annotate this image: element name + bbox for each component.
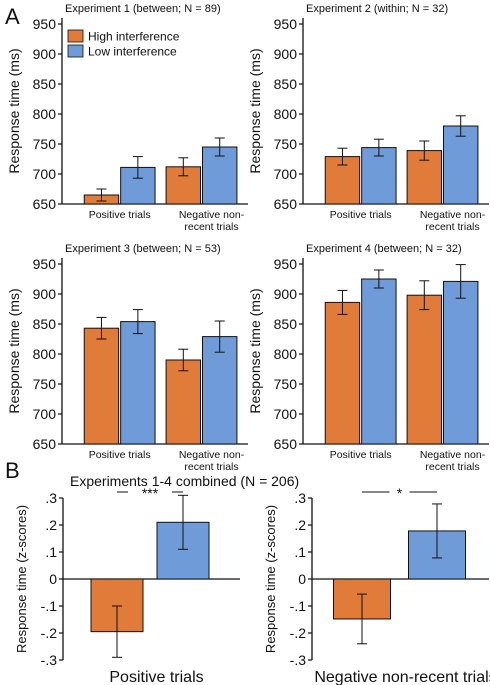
bar: [120, 321, 156, 445]
y-tick-label: 700: [274, 406, 298, 422]
y-tick-label: 650: [274, 436, 298, 452]
y-tick-label: 850: [274, 76, 298, 92]
y-axis-label: Response time (ms): [6, 288, 22, 413]
y-tick-label: 0: [49, 571, 57, 587]
y-tick-label: 950: [33, 256, 57, 272]
y-tick-label: 750: [274, 136, 298, 152]
y-axis-label: Response time (ms): [6, 48, 22, 173]
y-tick-label: 750: [33, 376, 57, 392]
y-tick-label: 850: [274, 316, 298, 332]
category-label: recent trials: [184, 461, 238, 473]
y-tick-label: 650: [274, 196, 298, 212]
legend-swatch: [67, 44, 84, 58]
y-tick-label: 700: [33, 166, 57, 182]
y-tick-label: 850: [33, 316, 57, 332]
panel-label-b: B: [5, 458, 20, 483]
y-axis-label: Response time (ms): [247, 48, 263, 173]
y-tick-label: .3: [294, 490, 306, 506]
y-tick-label: -.1: [41, 598, 58, 614]
y-axis-label: Response time (ms): [247, 288, 263, 413]
y-tick-label: 950: [274, 256, 298, 272]
category-label: Negative non-: [179, 209, 245, 221]
chart-title: Experiment 2 (within; N = 32): [306, 3, 448, 15]
category-label: recent trials: [425, 461, 479, 473]
category-label: Positive trials: [89, 209, 151, 221]
y-tick-label: 750: [33, 136, 57, 152]
legend-swatch: [67, 29, 84, 43]
bar: [406, 150, 442, 205]
category-label: Positive trials: [330, 449, 392, 461]
y-tick-label: -.3: [41, 652, 58, 668]
bar: [443, 280, 479, 445]
category-label: Negative non-: [179, 449, 245, 461]
y-tick-label: .3: [45, 490, 57, 506]
y-tick-label: -.2: [290, 625, 307, 641]
category-label: Negative non-: [420, 209, 486, 221]
y-tick-label: 750: [274, 376, 298, 392]
bar: [406, 294, 442, 445]
y-tick-label: 850: [33, 76, 57, 92]
legend-label: High interference: [88, 30, 180, 44]
category-label: Positive trials: [330, 209, 392, 221]
chart-combined-positive: -.3 -.2 -.1 0 .1 .2 .3 Response time (z-scores)…: [14, 485, 240, 685]
y-tick-label: -.3: [290, 652, 307, 668]
y-tick-label: 950: [274, 16, 298, 32]
y-tick-label: 900: [33, 286, 57, 302]
y-tick-label: .1: [294, 544, 306, 560]
bar: [324, 301, 361, 445]
chart-experiment-4: Experiment 4 (between; N = 32) 650 700 750 8…: [247, 243, 489, 473]
y-tick-label: 900: [274, 46, 298, 62]
y-tick-label: .1: [45, 544, 57, 560]
y-tick-label: 800: [274, 346, 298, 362]
y-tick-label: 800: [33, 106, 57, 122]
chart-title: Experiment 1 (between; N = 89): [65, 3, 221, 15]
y-tick-label: 950: [33, 16, 57, 32]
y-axis-label: Response time (z-scores): [263, 505, 278, 653]
x-axis-title: Negative non-recent trials: [314, 669, 490, 685]
chart-experiment-3: Experiment 3 (between; N = 53) 650 700 750 8…: [6, 243, 248, 473]
y-tick-label: .2: [294, 517, 306, 533]
y-tick-label: 0: [298, 571, 306, 587]
category-label: recent trials: [184, 221, 238, 233]
combined-title: Experiments 1-4 combined (N = 206): [70, 473, 299, 489]
chart-title: Experiment 3 (between; N = 53): [65, 243, 221, 255]
y-tick-label: 650: [33, 436, 57, 452]
x-axis-title: Positive trials: [109, 669, 203, 685]
bar: [165, 359, 201, 445]
y-tick-label: 800: [274, 106, 298, 122]
bar: [202, 336, 238, 445]
chart-experiment-1: Experiment 1 (between; N = 89) 650 700 750 8…: [6, 3, 248, 233]
y-tick-label: .2: [45, 517, 57, 533]
y-axis-label: Response time (z-scores): [14, 505, 29, 653]
y-tick-label: -.1: [290, 598, 307, 614]
panel-label-a: A: [5, 4, 20, 29]
category-label: Negative non-: [420, 449, 486, 461]
bar: [361, 278, 397, 445]
significance-marker: *: [397, 485, 403, 501]
chart-experiment-2: Experiment 2 (within; N = 32) 650 700 750 80…: [247, 3, 489, 233]
bar: [443, 125, 479, 205]
y-tick-label: 700: [33, 406, 57, 422]
category-label: Positive trials: [89, 449, 151, 461]
y-tick-label: 650: [33, 196, 57, 212]
legend-label: Low interference: [88, 45, 177, 59]
y-tick-label: 900: [274, 286, 298, 302]
y-tick-label: 700: [274, 166, 298, 182]
y-tick-label: 800: [33, 346, 57, 362]
chart-combined-negative: -.3 -.2 -.1 0 .1 .2 .3 Response time (z-scores)…: [263, 485, 490, 685]
chart-title: Experiment 4 (between; N = 32): [306, 243, 462, 255]
significance-marker: ***: [142, 485, 159, 501]
bar: [83, 327, 120, 445]
y-tick-label: -.2: [41, 625, 58, 641]
y-tick-label: 900: [33, 46, 57, 62]
category-label: recent trials: [425, 221, 479, 233]
